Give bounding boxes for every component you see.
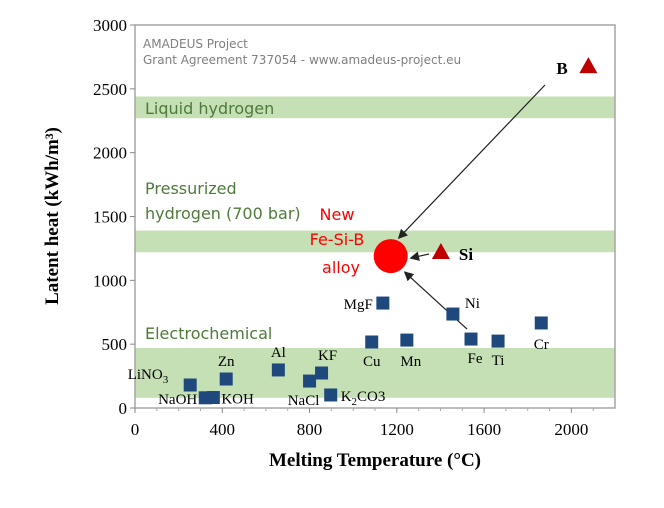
material-marker-ni bbox=[446, 307, 460, 321]
material-label: Ni bbox=[465, 296, 480, 312]
material-marker-fe bbox=[464, 332, 478, 346]
material-marker-al bbox=[271, 363, 285, 377]
element-marker-si bbox=[431, 242, 450, 259]
element-marker-b bbox=[579, 57, 598, 74]
y-tick-label: 3000 bbox=[93, 16, 127, 35]
x-tick-label: 800 bbox=[297, 420, 323, 439]
material-marker-zn bbox=[219, 372, 233, 386]
material-marker-lino3 bbox=[183, 378, 197, 392]
y-tick-label: 1000 bbox=[93, 271, 127, 290]
y-axis-label: Latent heat (kWh/m³) bbox=[42, 127, 63, 305]
arrow-from-si bbox=[409, 251, 430, 261]
material-marker-mn bbox=[400, 333, 414, 347]
material-label: KOH bbox=[221, 392, 254, 408]
material-label: KF bbox=[318, 348, 337, 364]
element-label: B bbox=[556, 59, 567, 78]
material-label: Fe bbox=[468, 351, 483, 367]
x-tick-label: 2000 bbox=[554, 420, 588, 439]
material-label: Al bbox=[271, 345, 286, 361]
material-label: LiNO3 bbox=[128, 367, 169, 386]
material-marker-cr bbox=[534, 316, 548, 330]
y-tick-label: 2500 bbox=[93, 80, 127, 99]
alloy-label: alloy bbox=[322, 258, 360, 277]
material-label: MgF bbox=[344, 297, 373, 313]
watermark-line: AMADEUS Project bbox=[143, 37, 248, 51]
band-0 bbox=[135, 96, 615, 119]
material-label: NaCl bbox=[288, 393, 320, 409]
element-label: Si bbox=[459, 245, 473, 264]
alloy-label: New bbox=[320, 205, 355, 224]
y-tick-label: 2000 bbox=[93, 144, 127, 163]
material-marker-koh bbox=[206, 391, 220, 405]
material-label: NaOH bbox=[158, 392, 197, 408]
material-marker-k2co3 bbox=[324, 388, 338, 402]
arrow-from-b bbox=[397, 84, 546, 239]
material-label: Cu bbox=[363, 354, 381, 370]
x-tick-label: 0 bbox=[131, 420, 140, 439]
material-label: Mn bbox=[400, 354, 421, 370]
y-tick-label: 500 bbox=[102, 335, 128, 354]
y-tick-label: 0 bbox=[119, 399, 128, 418]
material-label: K2CO3 bbox=[341, 389, 386, 408]
material-marker-mgf bbox=[376, 296, 390, 310]
band-label: Electrochemical bbox=[145, 324, 272, 343]
y-tick-label: 1500 bbox=[93, 208, 127, 227]
material-label: Zn bbox=[218, 354, 235, 370]
x-axis-label: Melting Temperature (°C) bbox=[269, 450, 481, 471]
band-label: hydrogen (700 bar) bbox=[145, 204, 301, 223]
x-tick-label: 400 bbox=[210, 420, 236, 439]
x-tick-label: 1200 bbox=[380, 420, 414, 439]
alloy-marker bbox=[373, 239, 408, 274]
band-label: Liquid hydrogen bbox=[145, 99, 274, 118]
material-marker-kf bbox=[315, 366, 329, 380]
material-marker-ti bbox=[491, 334, 505, 348]
alloy-label: Fe-Si-B bbox=[310, 230, 365, 249]
watermark-line: Grant Agreement 737054 - www.amadeus-pro… bbox=[143, 53, 461, 67]
material-marker-nacl bbox=[303, 374, 317, 388]
material-label: Cr bbox=[534, 337, 549, 353]
x-tick-label: 1600 bbox=[467, 420, 501, 439]
material-marker-cu bbox=[365, 335, 379, 349]
band-2 bbox=[135, 347, 615, 398]
material-label: Ti bbox=[492, 353, 505, 369]
band-label: Pressurized bbox=[145, 179, 237, 198]
band-1 bbox=[135, 230, 615, 253]
